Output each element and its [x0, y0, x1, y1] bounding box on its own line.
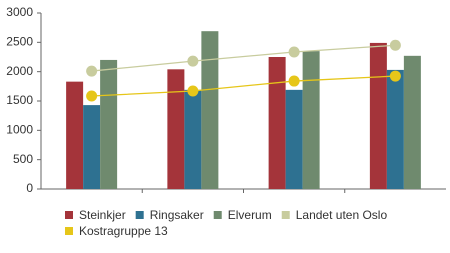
bar — [167, 69, 185, 189]
point — [187, 55, 199, 67]
legend-swatch — [65, 227, 73, 235]
bar — [403, 55, 421, 190]
bar — [66, 81, 84, 189]
y-tick-label: 2500 — [6, 35, 33, 49]
legend-label: Ringsaker — [150, 208, 204, 222]
legend-label: Elverum — [228, 208, 272, 222]
y-tick-label: 2000 — [6, 64, 33, 78]
legend-label: Kostragruppe 13 — [79, 224, 168, 238]
legend-swatch — [213, 211, 222, 219]
legend-item: Kostragruppe 13 — [65, 224, 168, 238]
y-tick-label: 3000 — [6, 5, 33, 19]
bar — [201, 31, 219, 190]
legend-item: Elverum — [213, 208, 272, 222]
legend-item: Ringsaker — [135, 208, 204, 222]
legend-swatch — [281, 211, 290, 219]
y-tick-label: 0 — [26, 181, 33, 195]
legend-item: Landet uten Oslo — [281, 208, 388, 222]
legend-label: Landet uten Oslo — [296, 208, 388, 222]
point — [288, 46, 300, 58]
point — [389, 70, 401, 82]
point — [187, 85, 199, 97]
y-tick-label: 500 — [13, 152, 33, 166]
bar — [100, 59, 118, 189]
bar — [285, 89, 303, 189]
bar — [83, 105, 101, 189]
bar — [184, 89, 202, 189]
y-tick-label: 1500 — [6, 93, 33, 107]
point — [86, 90, 98, 102]
bar — [369, 42, 387, 189]
legend-swatch — [135, 211, 144, 219]
line — [91, 75, 396, 97]
point — [86, 65, 98, 77]
legend-item: Steinkjer — [65, 208, 126, 222]
y-tick-label: 1000 — [6, 123, 33, 137]
legend-label: Steinkjer — [79, 208, 126, 222]
bar — [268, 57, 286, 189]
legend-swatch — [65, 211, 73, 219]
point — [389, 39, 401, 51]
point — [288, 75, 300, 87]
bar — [386, 69, 404, 189]
bar — [302, 51, 320, 190]
line — [91, 44, 396, 72]
